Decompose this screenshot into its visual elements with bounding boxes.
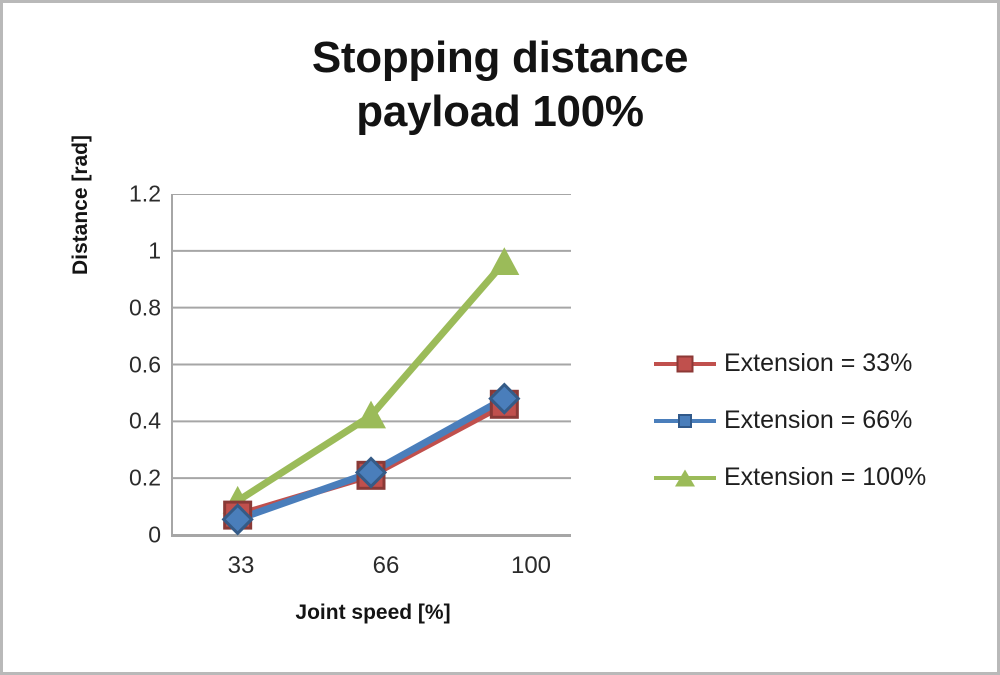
y-tick-label: 1.2 bbox=[129, 180, 161, 207]
y-tick-label: 0 bbox=[148, 521, 161, 548]
legend-item-extension-33: Extension = 33% bbox=[654, 335, 984, 392]
y-axis-title: Distance [rad] bbox=[69, 134, 92, 276]
y-tick-label: 0.2 bbox=[129, 464, 161, 491]
legend-swatch-red bbox=[654, 351, 716, 377]
chart-title-block: Stopping distance payload 100% bbox=[3, 31, 997, 139]
chart-subtitle: payload 100% bbox=[356, 87, 644, 136]
x-tick-label: 100 bbox=[510, 552, 552, 579]
data-point-marker bbox=[354, 456, 388, 489]
data-point-marker bbox=[356, 400, 386, 429]
triangle-marker-icon bbox=[675, 469, 695, 486]
square-marker-icon bbox=[676, 355, 694, 372]
legend-label: Extension = 66% bbox=[724, 406, 913, 434]
chart-title: Stopping distance bbox=[311, 33, 689, 82]
x-tick-label: 33 bbox=[227, 552, 255, 579]
x-axis-title: Joint speed [%] bbox=[295, 601, 451, 624]
legend-item-extension-100: Extension = 100% bbox=[654, 449, 984, 506]
plot-area bbox=[171, 194, 571, 537]
legend-swatch-green bbox=[654, 465, 716, 491]
legend-label: Extension = 100% bbox=[724, 463, 927, 491]
legend-swatch-blue bbox=[654, 408, 716, 434]
legend-label: Extension = 33% bbox=[724, 349, 913, 377]
plot-svg bbox=[171, 194, 571, 537]
diamond-marker-icon bbox=[678, 413, 692, 428]
y-tick-label: 0.6 bbox=[129, 351, 161, 378]
x-tick-label: 66 bbox=[372, 552, 400, 579]
y-tick-label: 0.8 bbox=[129, 294, 161, 321]
y-tick-label: 1 bbox=[148, 237, 161, 264]
y-tick-labels: 1.2 1 0.8 0.6 0.4 0.2 0 bbox=[91, 3, 161, 672]
data-series-layer bbox=[221, 247, 521, 536]
legend-item-extension-66: Extension = 66% bbox=[654, 392, 984, 449]
data-point-marker bbox=[489, 247, 520, 275]
data-point-marker bbox=[488, 382, 521, 415]
y-tick-label: 0.4 bbox=[129, 407, 161, 434]
data-point-marker bbox=[221, 503, 254, 536]
chart-legend: Extension = 33% Extension = 66% Extensio… bbox=[654, 335, 984, 506]
